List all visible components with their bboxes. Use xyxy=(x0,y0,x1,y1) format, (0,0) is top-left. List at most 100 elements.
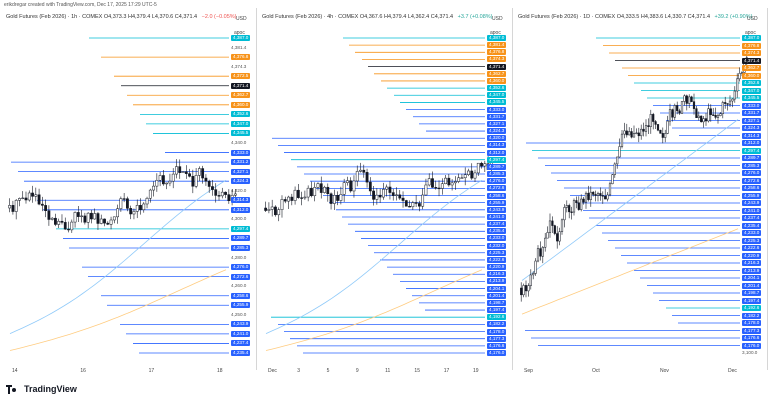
price-level-label: 4,362.7 xyxy=(487,70,507,77)
candle xyxy=(220,187,224,199)
candle xyxy=(96,211,100,230)
candle xyxy=(184,165,188,179)
price-level-label: 4,222.6 xyxy=(742,245,762,251)
candle xyxy=(116,204,119,224)
candle xyxy=(362,164,366,178)
scale-mode-label[interactable]: apoc xyxy=(745,30,756,36)
candle xyxy=(539,241,542,261)
candle xyxy=(21,191,25,200)
candle xyxy=(401,191,405,208)
candle xyxy=(731,98,734,108)
candle xyxy=(129,205,133,220)
ohlc-values: O4,373.3 H4,379.4 L4,370.6 C4,371.4 xyxy=(103,14,198,20)
candle xyxy=(8,198,12,213)
candle xyxy=(695,105,698,118)
tradingview-logo[interactable]: TradingView xyxy=(6,384,77,394)
candle xyxy=(414,195,418,208)
candle xyxy=(372,185,375,206)
candle xyxy=(270,199,274,217)
candle xyxy=(632,125,636,138)
currency-label[interactable]: USD xyxy=(492,16,503,22)
candle xyxy=(431,171,434,189)
currency-label[interactable]: USD xyxy=(236,16,247,22)
candle xyxy=(623,122,626,139)
price-chart[interactable] xyxy=(512,8,768,370)
candle xyxy=(625,123,628,138)
candle xyxy=(666,115,669,135)
candle xyxy=(437,180,441,197)
candle xyxy=(580,194,583,212)
candle xyxy=(103,218,106,227)
last-price-label: 4,371.4 xyxy=(487,63,507,70)
candle xyxy=(264,201,268,213)
moving-average-line xyxy=(9,179,227,334)
moving-average-line xyxy=(521,228,739,315)
price-level-label: 4,314.3 xyxy=(487,142,507,149)
price-level-label: 4,237.4 xyxy=(742,215,762,221)
candle xyxy=(323,185,326,194)
candle xyxy=(476,162,480,176)
time-axis-label: 17 xyxy=(443,368,450,374)
candle xyxy=(18,197,21,207)
candle xyxy=(274,205,277,217)
scale-mode-label[interactable]: apoc xyxy=(234,30,245,36)
candle xyxy=(283,196,287,204)
candle xyxy=(671,108,674,122)
price-level-label: 4,331.7 xyxy=(487,113,507,120)
price-level-label: 4,182.2 xyxy=(487,321,507,328)
candle xyxy=(704,112,708,126)
candle xyxy=(339,186,343,205)
candle xyxy=(427,173,431,187)
candle xyxy=(391,188,395,201)
time-axis-label: Sep xyxy=(524,368,533,374)
candle xyxy=(211,179,214,196)
candle xyxy=(575,196,578,209)
pane-title: Gold Futures (Feb 2026) · 1D · COMEX O4,… xyxy=(518,14,752,20)
moving-average-line xyxy=(265,269,483,351)
chart-pane-4h[interactable]: Gold Futures (Feb 2026) · 4h · COMEX O4,… xyxy=(256,8,513,374)
price-level-label: 4,320.0 xyxy=(487,135,507,142)
candle xyxy=(582,196,585,205)
candle xyxy=(293,186,297,205)
price-level-label: 4,327.1 xyxy=(487,120,507,127)
candle xyxy=(568,203,571,219)
candle xyxy=(628,127,631,136)
price-level-label: 4,381.4 xyxy=(231,44,247,50)
candle xyxy=(611,174,614,185)
candle xyxy=(90,209,93,224)
currency-label[interactable]: USD xyxy=(747,16,758,22)
scale-mode-label[interactable]: apoc xyxy=(490,30,501,36)
price-level-label: 4,233.0 xyxy=(742,230,762,236)
candle xyxy=(365,168,369,188)
time-axis-label: 5 xyxy=(326,368,330,374)
candle xyxy=(313,182,317,202)
candle xyxy=(656,124,660,132)
candle xyxy=(188,168,191,178)
change-value: −2.0 (−0.05%) xyxy=(201,14,237,20)
candle xyxy=(551,216,554,233)
price-chart[interactable] xyxy=(0,8,257,370)
price-level-label: 4,320.0 xyxy=(231,187,247,193)
candle xyxy=(201,165,205,184)
candle xyxy=(668,103,672,126)
candle xyxy=(155,173,159,192)
candle xyxy=(44,199,48,218)
candle xyxy=(719,112,722,117)
price-level-label: 4,222.6 xyxy=(487,256,507,263)
candle xyxy=(599,187,602,201)
candle xyxy=(447,174,451,187)
price-level-label: 4,362.7 xyxy=(742,65,762,71)
candle xyxy=(411,200,415,210)
price-level-label: 4,276.0 xyxy=(487,178,507,185)
price-level-label: 4,192.6 xyxy=(742,305,762,311)
chart-pane-1h[interactable]: Gold Futures (Feb 2026) · 1h · COMEX O4,… xyxy=(0,8,257,374)
price-level-label: 4,204.1 xyxy=(742,275,762,281)
candle xyxy=(197,166,201,182)
chart-pane-1d[interactable]: Gold Futures (Feb 2026) · 1D · COMEX O4,… xyxy=(512,8,768,374)
time-axis-label: 18 xyxy=(217,368,223,374)
price-chart[interactable] xyxy=(256,8,513,370)
candle xyxy=(457,173,461,184)
brand-name: TradingView xyxy=(24,384,77,394)
candle xyxy=(385,184,389,197)
price-level-label: 4,258.6 xyxy=(487,192,507,199)
